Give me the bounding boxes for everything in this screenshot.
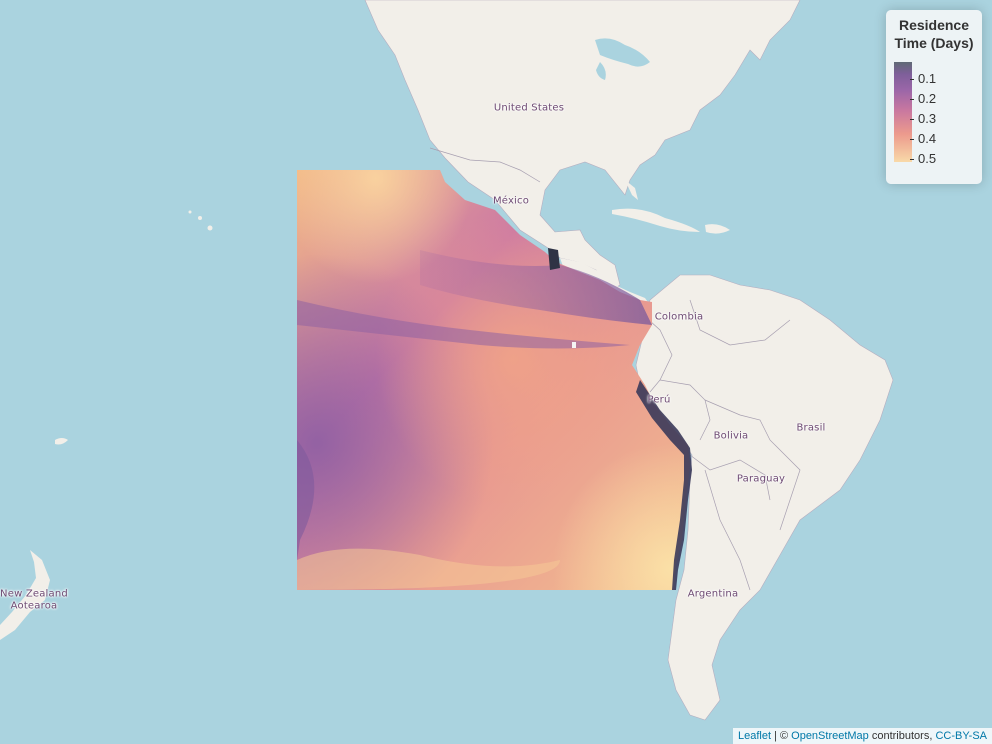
legend-tick: 0.1 [909,72,936,86]
attribution-contributors: contributors, [868,730,936,742]
label-aotearoa: Aotearoa [10,600,58,612]
license-link[interactable]: CC-BY-SA [935,730,987,742]
label-paraguay: Paraguay [736,473,786,485]
openstreetmap-link[interactable]: OpenStreetMap [791,730,869,742]
land-cuba [612,208,700,232]
map-attribution: Leaflet | © OpenStreetMap contributors, … [732,728,992,744]
great-lakes [595,38,650,80]
label-united-states: United States [493,102,565,114]
land-north-america [364,0,801,291]
attribution-separator: | © [771,730,792,742]
label-brasil: Brasil [796,422,826,434]
land-islands-west [55,438,68,445]
leaflet-link[interactable]: Leaflet [737,730,771,742]
label-new-zealand: New Zealand [0,588,68,600]
label-argentina: Argentina [687,588,739,600]
legend-tick: 0.4 [909,132,936,146]
label-bolivia: Bolivia [713,430,749,442]
legend-color-bar [894,62,912,162]
residence-raster [297,170,692,590]
legend-tick: 0.5 [909,152,936,166]
country-borders [429,147,801,591]
land-new-zealand [0,550,50,640]
legend-title-line-2: Time (Days) [894,35,974,51]
legend-tick: 0.3 [909,112,936,126]
label-colombia: Colombia [654,311,704,323]
label-mexico: México [492,195,530,207]
legend-tick: 0.2 [909,92,936,106]
land-florida [625,180,638,200]
legend-title: Residence Time (Days) [894,16,974,52]
label-peru: Perú [647,394,671,406]
land-hispaniola [705,224,730,234]
legend-title-line-1: Residence [898,17,970,33]
legend-panel: Residence Time (Days) 0.1 0.2 0.3 0.4 0.… [886,10,982,184]
